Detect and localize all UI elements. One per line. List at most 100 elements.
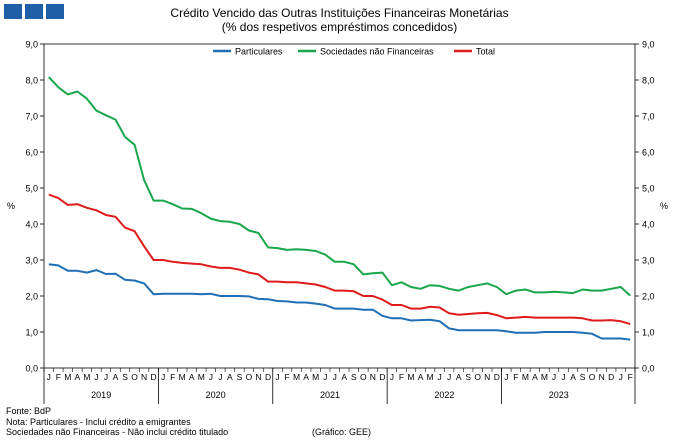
x-tick-label: M <box>179 372 186 382</box>
x-tick-label: M <box>83 372 90 382</box>
bdp-logo <box>4 4 64 19</box>
x-tick-label: F <box>56 372 61 382</box>
year-label: 2020 <box>206 390 226 400</box>
y-tick-label-right: 4,0 <box>642 220 655 230</box>
logo-block <box>46 4 64 19</box>
year-label: 2019 <box>91 390 111 400</box>
y-tick-label-left: 1,0 <box>25 328 38 338</box>
x-tick-label: J <box>209 372 213 382</box>
y-tick-label-left: 5,0 <box>25 184 38 194</box>
x-tick-label: A <box>113 372 119 382</box>
x-tick-label: J <box>218 372 222 382</box>
x-tick-label: J <box>47 372 51 382</box>
y-tick-label-right: 9,0 <box>642 40 655 50</box>
x-tick-label: N <box>141 372 147 382</box>
x-tick-label: F <box>513 372 518 382</box>
x-tick-label: J <box>104 372 108 382</box>
y-tick-label-right: 3,0 <box>642 256 655 266</box>
x-tick-label: S <box>465 372 471 382</box>
y-tick-label-right: 6,0 <box>642 148 655 158</box>
x-tick-label: D <box>608 372 614 382</box>
plot-area <box>43 43 636 369</box>
x-tick-label: A <box>456 372 462 382</box>
x-tick-label: M <box>198 372 205 382</box>
footnotes: Fonte: BdP Nota: Particulares - Inclui c… <box>6 406 228 438</box>
y-tick-label-right: 5,0 <box>642 184 655 194</box>
x-tick-label: D <box>151 372 157 382</box>
x-tick-label: N <box>484 372 490 382</box>
y-tick-label-left: 7,0 <box>25 112 38 122</box>
x-tick-label: A <box>532 372 538 382</box>
y-tick-label-left: 2,0 <box>25 292 38 302</box>
chart-title: Crédito Vencido das Outras Instituições … <box>170 6 509 20</box>
note-sociedades: Sociedades não Financeiras - Não inclui … <box>6 427 229 437</box>
y-tick-label-right: 8,0 <box>642 76 655 86</box>
x-tick-label: M <box>541 372 548 382</box>
logo-block <box>4 4 22 19</box>
x-tick-label: J <box>619 372 623 382</box>
x-tick-label: J <box>552 372 556 382</box>
y-tick-label-right: 0,0 <box>642 364 655 374</box>
x-tick-label: N <box>370 372 376 382</box>
legend-label-particulares: Particulares <box>235 47 283 57</box>
year-label: 2023 <box>549 390 569 400</box>
legend-label-total: Total <box>476 47 495 57</box>
y-tick-label-left: 4,0 <box>25 220 38 230</box>
x-tick-label: M <box>407 372 414 382</box>
x-tick-label: A <box>75 372 81 382</box>
chart-subtitle: (% dos respetivos empréstimos concedidos… <box>221 20 458 34</box>
x-tick-label: J <box>561 372 565 382</box>
x-tick-label: A <box>189 372 195 382</box>
year-label: 2021 <box>320 390 340 400</box>
x-tick-label: F <box>399 372 404 382</box>
x-tick-label: S <box>122 372 128 382</box>
note-particulares: Nota: Particulares - Inclui crédito a em… <box>6 416 191 427</box>
chart-credit: (Gráfico: GEE) <box>312 427 372 437</box>
x-tick-label: S <box>580 372 586 382</box>
x-tick-label: O <box>131 372 138 382</box>
x-tick-label: O <box>360 372 367 382</box>
x-tick-label: O <box>589 372 596 382</box>
x-tick-label: A <box>570 372 576 382</box>
series-line-sociedades <box>48 76 631 297</box>
x-tick-label: J <box>323 372 327 382</box>
x-tick-label: O <box>246 372 253 382</box>
x-tick-label: J <box>390 372 394 382</box>
y-tick-label-right: 7,0 <box>642 112 655 122</box>
x-tick-label: F <box>284 372 289 382</box>
x-tick-label: A <box>341 372 347 382</box>
x-tick-label: M <box>522 372 529 382</box>
logo-block <box>25 4 43 19</box>
series-line-particulares <box>48 263 631 341</box>
x-tick-label: J <box>504 372 508 382</box>
x-tick-label: J <box>437 372 441 382</box>
x-tick-label: S <box>237 372 243 382</box>
x-tick-label: D <box>494 372 500 382</box>
year-label: 2022 <box>434 390 454 400</box>
x-tick-label: D <box>379 372 385 382</box>
x-tick-label: F <box>170 372 175 382</box>
x-tick-label: A <box>227 372 233 382</box>
y-tick-label-left: 8,0 <box>25 76 38 86</box>
y-axis-label-left: % <box>7 201 15 211</box>
x-tick-label: A <box>303 372 309 382</box>
y-tick-label-left: 3,0 <box>25 256 38 266</box>
x-tick-label: M <box>312 372 319 382</box>
y-tick-label-left: 6,0 <box>25 148 38 158</box>
x-tick-label: J <box>94 372 98 382</box>
x-tick-label: J <box>333 372 337 382</box>
x-tick-label: M <box>427 372 434 382</box>
x-tick-label: M <box>293 372 300 382</box>
y-tick-label-left: 9,0 <box>25 40 38 50</box>
x-tick-label: N <box>599 372 605 382</box>
x-tick-label: S <box>351 372 357 382</box>
y-tick-label-left: 0,0 <box>25 364 38 374</box>
y-tick-label-right: 1,0 <box>642 328 655 338</box>
x-tick-label: O <box>474 372 481 382</box>
x-tick-label: N <box>255 372 261 382</box>
x-tick-label: F <box>628 372 633 382</box>
y-axis-label-right: % <box>660 201 668 211</box>
y-tick-label-right: 2,0 <box>642 292 655 302</box>
x-tick-label: J <box>447 372 451 382</box>
